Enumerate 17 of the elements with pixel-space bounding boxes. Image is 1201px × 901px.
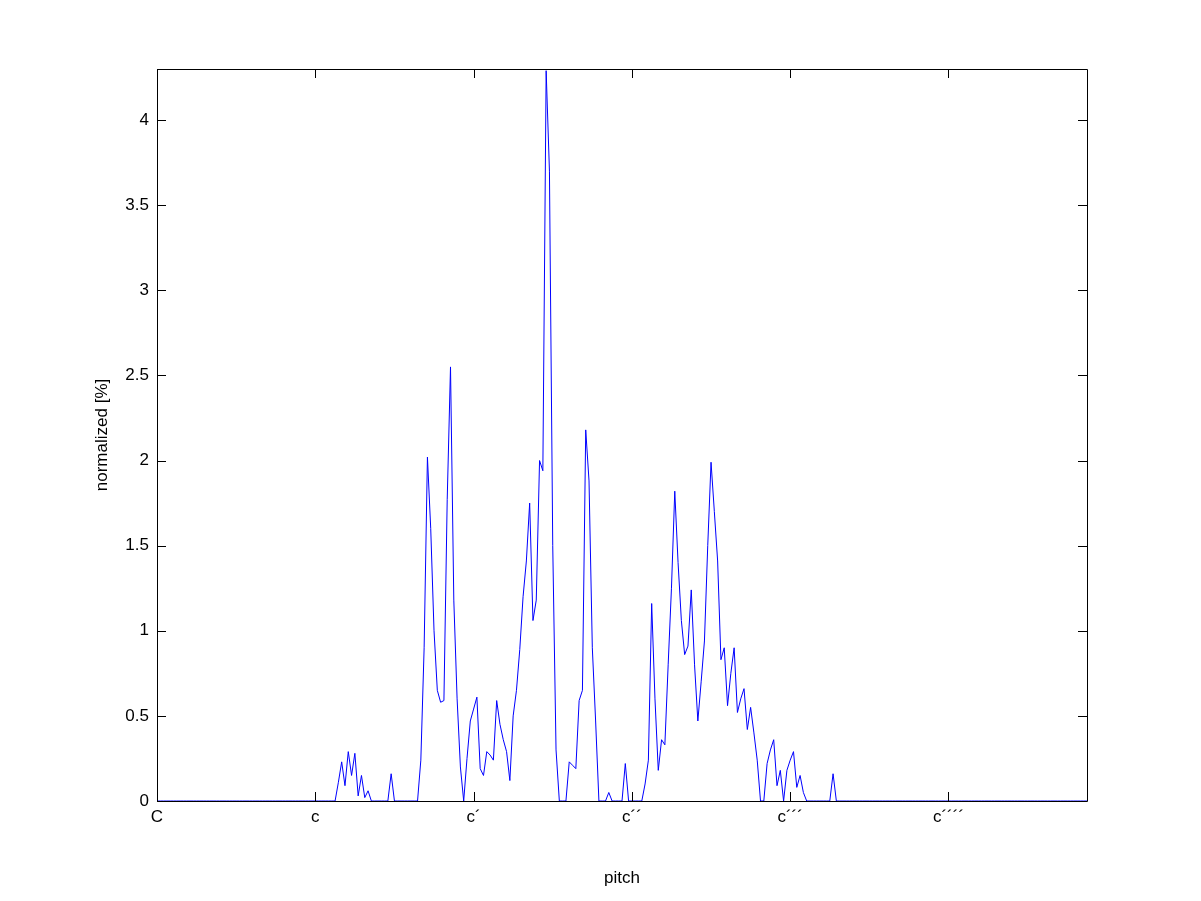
y-tick-label: 2.5 <box>125 365 149 385</box>
x-tick-label: c <box>311 806 321 826</box>
x-tick-label: C <box>150 806 164 826</box>
x-tick-label: c´ <box>466 806 481 826</box>
x-tick-label: c´´´ <box>777 806 803 826</box>
x-tick-label: c´´´´ <box>932 806 965 826</box>
y-tick-label: 1 <box>139 620 149 640</box>
y-tick-label: 3 <box>139 279 149 299</box>
y-tick-label: 0.5 <box>125 705 149 725</box>
y-axis-title: normalized [%] <box>91 378 111 492</box>
y-tick-label: 1.5 <box>125 535 149 555</box>
x-axis-title: pitch <box>604 868 640 888</box>
y-tick-label: 0 <box>139 790 149 810</box>
x-tick-label: c´´ <box>621 806 642 826</box>
y-tick-label: 4 <box>139 109 149 129</box>
y-tick-label: 2 <box>139 450 149 470</box>
y-tick-label: 3.5 <box>125 194 149 214</box>
